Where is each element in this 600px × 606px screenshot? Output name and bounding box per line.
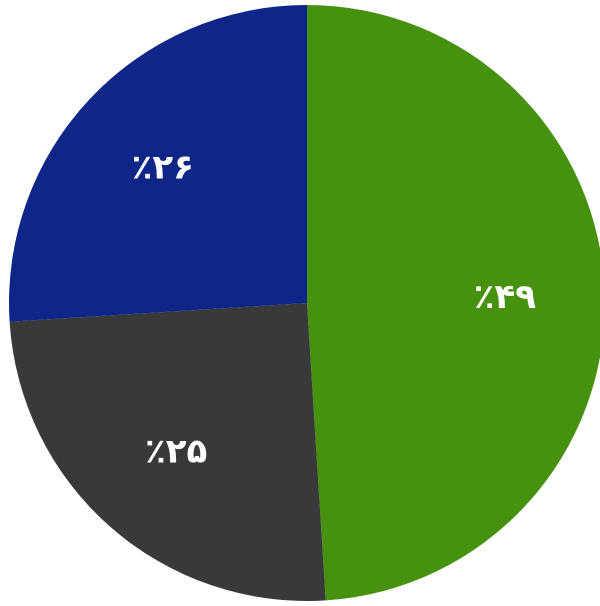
pie-slices (9, 5, 600, 601)
pie-slice-label-0: ٪۴۹ (474, 277, 537, 317)
pie-slice-2 (9, 5, 307, 322)
pie-slice-label-2: ٪۲۶ (132, 148, 194, 188)
pie-slice-1 (9, 303, 326, 601)
pie-slice-0 (307, 5, 600, 601)
pie-slice-label-1: ٪۲۵ (145, 432, 207, 472)
pie-labels: ٪۴۹ ٪۲۵ ٪۲۶ (132, 148, 537, 472)
